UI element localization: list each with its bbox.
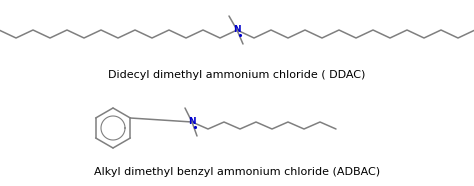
Text: N: N <box>233 25 241 34</box>
Text: Didecyl dimethyl ammonium chloride ( DDAC): Didecyl dimethyl ammonium chloride ( DDA… <box>109 70 365 80</box>
Text: N: N <box>188 118 196 126</box>
Text: Alkyl dimethyl benzyl ammonium chloride (ADBAC): Alkyl dimethyl benzyl ammonium chloride … <box>94 167 380 177</box>
